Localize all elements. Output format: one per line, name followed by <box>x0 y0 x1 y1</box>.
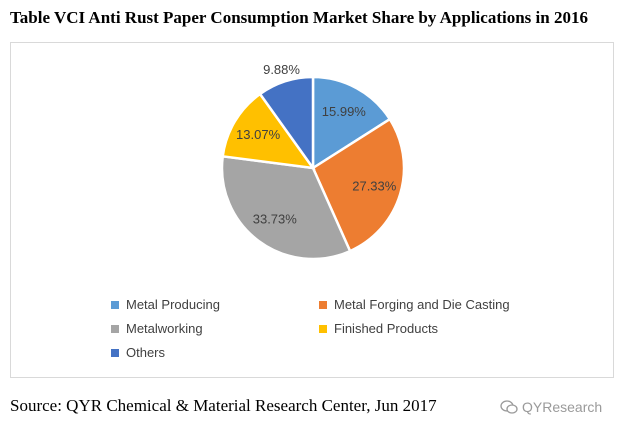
legend-swatch-3 <box>319 324 327 333</box>
source-note: Source: QYR Chemical & Material Research… <box>10 396 437 415</box>
slice-label-2: 33.73% <box>253 211 298 226</box>
legend-label-1: Metal Forging and Die Casting <box>334 297 510 312</box>
legend-item-1: Metal Forging and Die Casting <box>319 297 510 312</box>
pie-slice-4 <box>258 75 315 172</box>
pie-slice-3 <box>221 92 316 170</box>
legend-label-3: Finished Products <box>334 321 439 336</box>
slice-label-0: 15.99% <box>322 104 367 119</box>
legend-swatch-0 <box>111 300 119 309</box>
legend-swatch-4 <box>111 348 119 357</box>
watermark: QYResearch <box>500 399 602 415</box>
slice-label-1: 27.33% <box>352 178 397 193</box>
legend-item-0: Metal Producing <box>111 297 220 312</box>
pie-chart: 15.99% 27.33% 33.73% 13.07% 9.88% <box>220 62 406 261</box>
legend-swatch-1 <box>319 300 327 309</box>
legend-label-0: Metal Producing <box>126 297 220 312</box>
legend-swatch-2 <box>111 324 119 333</box>
watermark-text: QYResearch <box>522 399 603 415</box>
legend-item-2: Metalworking <box>111 321 203 336</box>
legend-label-4: Others <box>126 345 166 360</box>
wechat-icon <box>500 400 518 414</box>
legend-item-4: Others <box>111 345 165 360</box>
chart-area: 15.99% 27.33% 33.73% 13.07% 9.88% Metal Prod… <box>10 42 614 378</box>
legend-item-3: Finished Products <box>319 321 438 336</box>
pie-slice-2 <box>220 154 352 261</box>
chart-title: Table VCI Anti Rust Paper Consumption Ma… <box>10 8 588 27</box>
slice-label-4: 9.88% <box>263 62 300 77</box>
pie-slice-0 <box>311 75 392 171</box>
slice-label-3: 13.07% <box>236 127 281 142</box>
legend-label-2: Metalworking <box>126 321 203 336</box>
